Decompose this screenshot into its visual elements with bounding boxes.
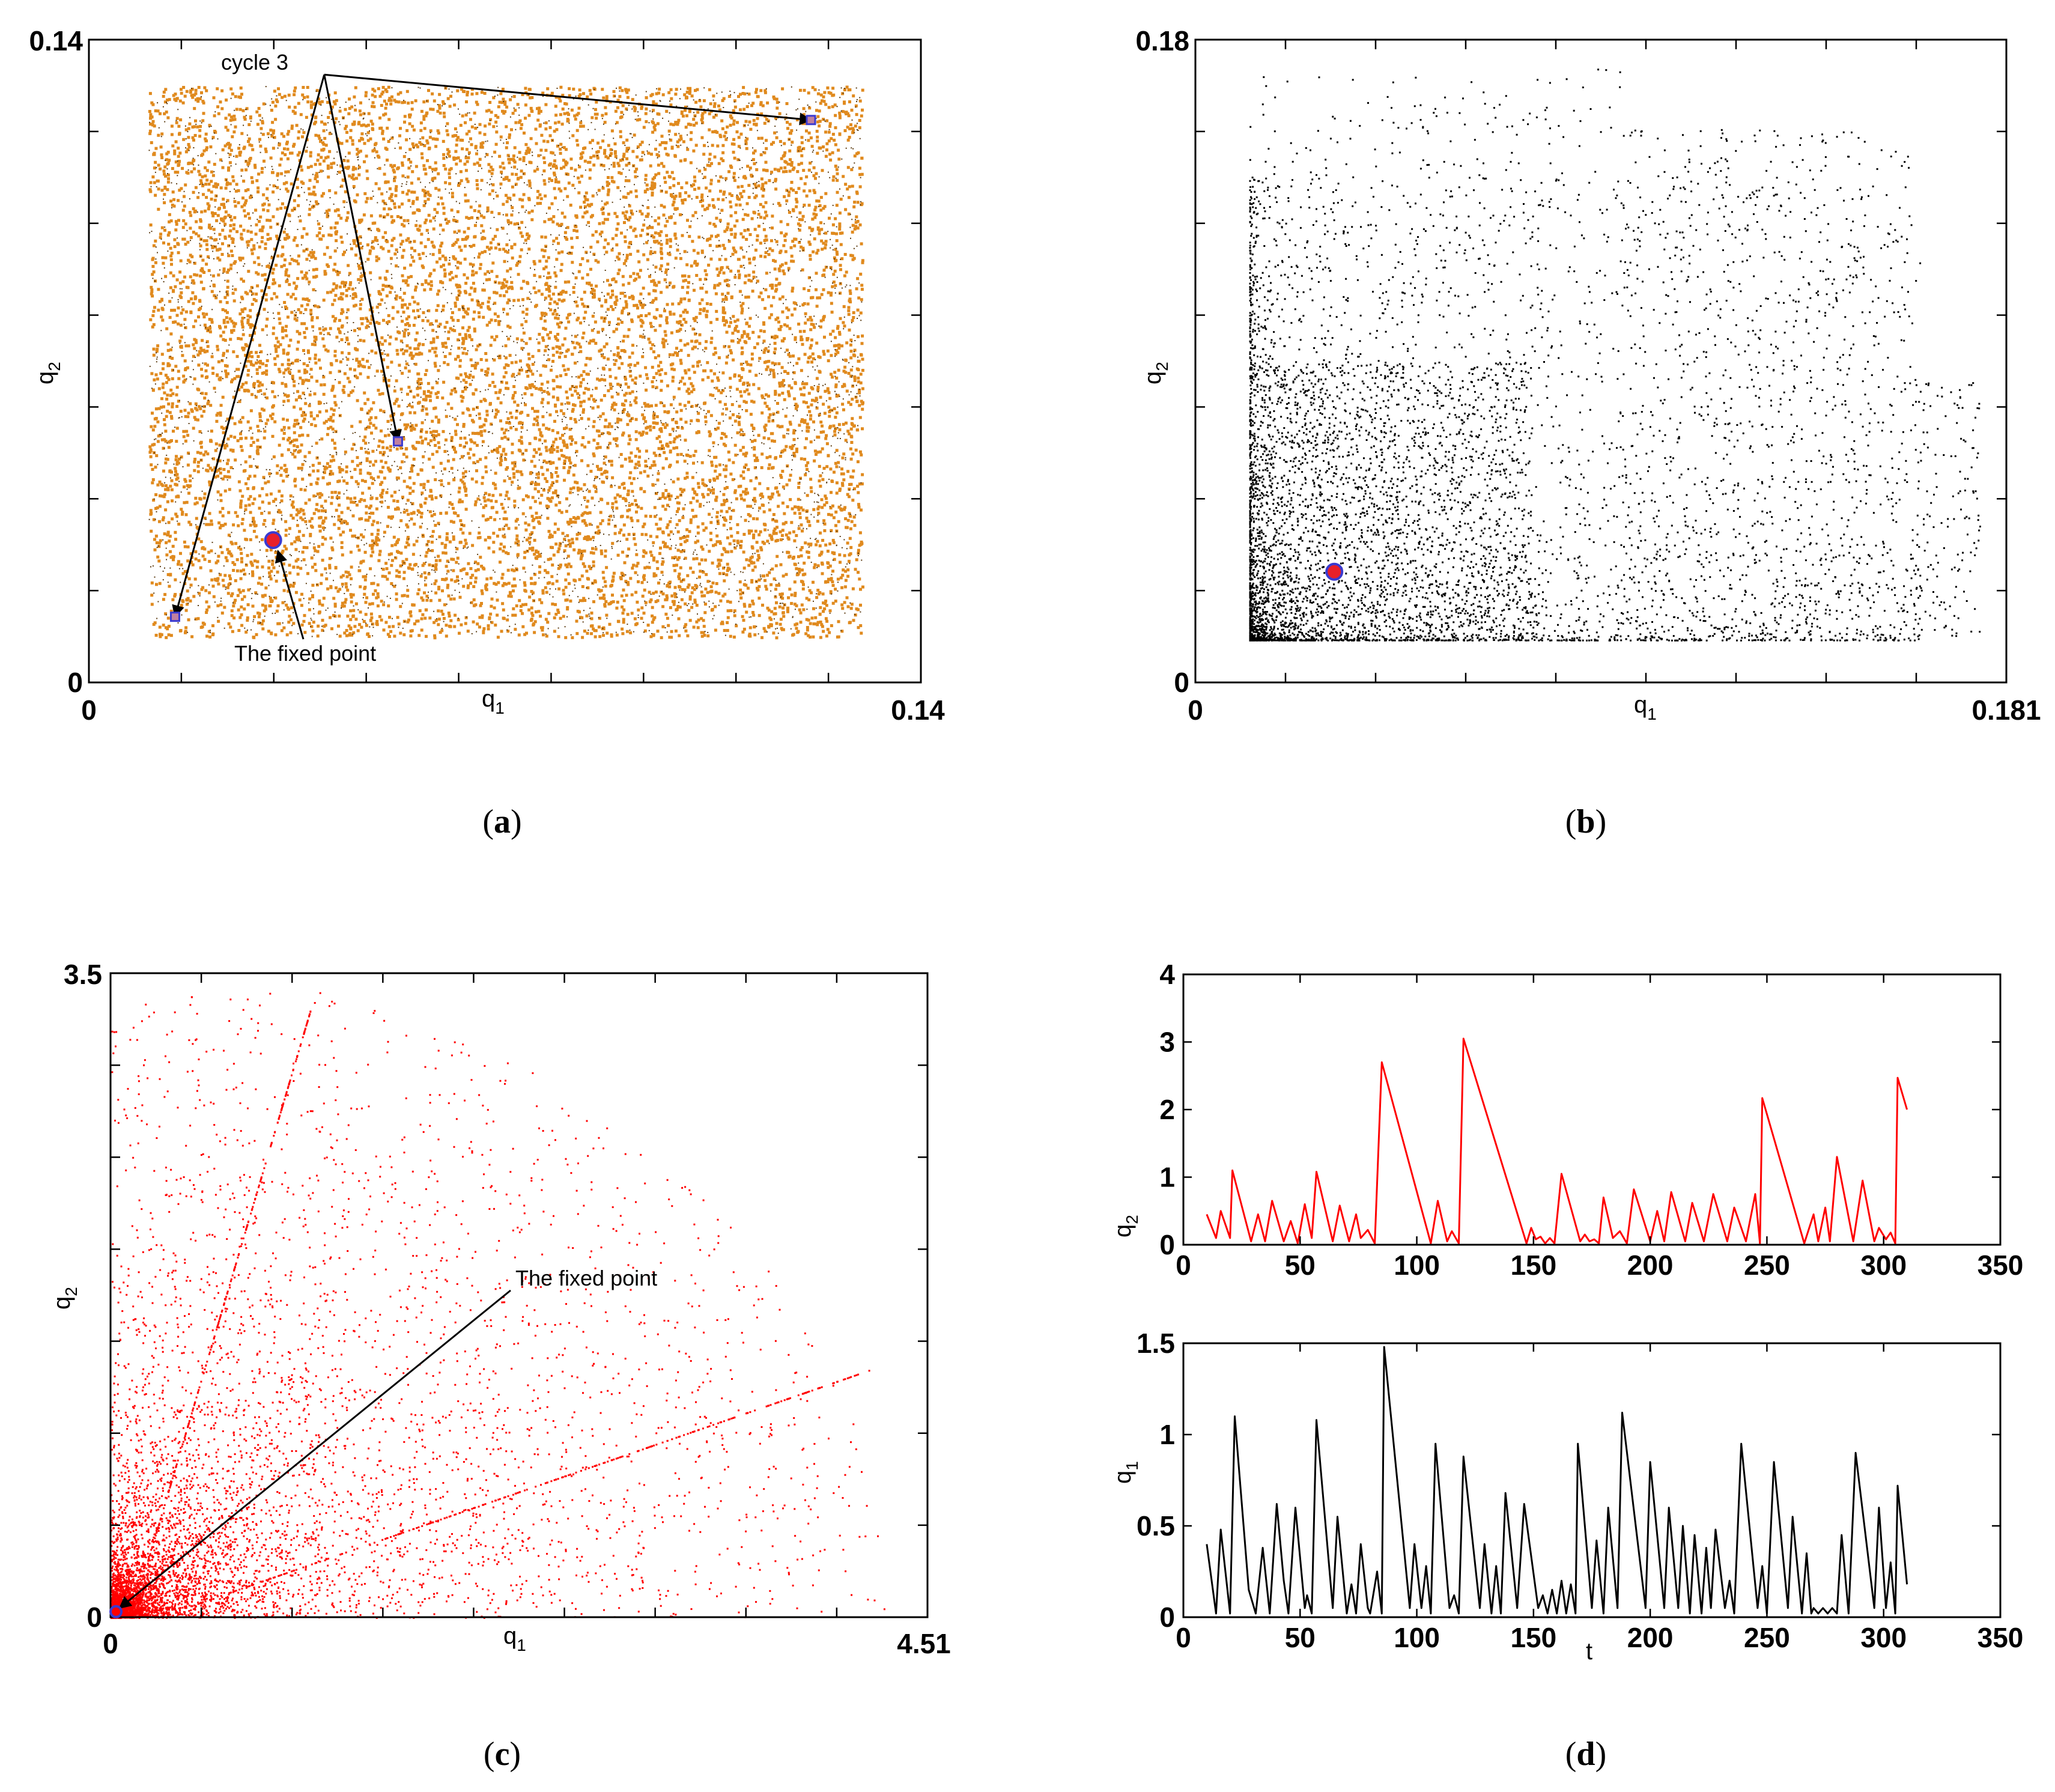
panel-c-x-min-label: 0 xyxy=(103,1628,118,1659)
d-top-series-line xyxy=(1206,1037,1908,1245)
svg-text:q2: q2 xyxy=(1140,362,1171,384)
d-top-xtick-label: 100 xyxy=(1394,1250,1440,1281)
panel-c-ylabel: q2 xyxy=(49,1287,80,1310)
panel-a-scatter-cloud xyxy=(148,85,864,640)
svg-text:q2: q2 xyxy=(49,1287,80,1310)
panel-c-annotation-fixed-point: The fixed point xyxy=(515,1266,657,1290)
d-top-frame xyxy=(1182,973,2002,1246)
d-top-xtick-label: 50 xyxy=(1285,1250,1316,1281)
panel-a-cycle3-arrow xyxy=(172,74,326,618)
panel-a-cycle3-point xyxy=(392,436,403,447)
d-bottom-ytick-label: 0 xyxy=(1159,1602,1175,1633)
panel-a-x-max-label: 0.14 xyxy=(891,694,945,726)
panel-c-x-max-label: 4.51 xyxy=(897,1628,951,1659)
d-bottom-ytick-label: 0.5 xyxy=(1137,1510,1175,1541)
panel-a-caption: (a) xyxy=(482,803,521,840)
panel-b-ticks xyxy=(1195,40,2006,682)
panel-c-frame xyxy=(109,972,929,1618)
d-bottom-xtick-label: 100 xyxy=(1394,1622,1440,1653)
panel-d: 0 50 100 150 200 250 300 350 0 1 2 3 4 0 50 100 150 200 2… xyxy=(1109,959,2023,1773)
panel-a-cycle3-point xyxy=(169,612,180,622)
panel-a-ylabel: q2 xyxy=(32,362,64,384)
panel-c-ticks xyxy=(111,973,927,1617)
panel-c-scatter-cloud xyxy=(111,992,885,1619)
panel-d-caption: (d) xyxy=(1565,1736,1606,1773)
d-top-xtick-label: 200 xyxy=(1627,1250,1674,1281)
panel-b-points xyxy=(1249,68,1981,642)
panel-d-top-ylabel: q2 xyxy=(1109,1215,1141,1238)
panel-b-y-max-label: 0.18 xyxy=(1135,25,1189,56)
d-top-xtick-label: 300 xyxy=(1860,1250,1907,1281)
panel-b-frame xyxy=(1194,38,2008,684)
panel-a-y-max-label: 0.14 xyxy=(29,25,83,56)
d-bottom-xtick-label: 250 xyxy=(1744,1622,1790,1653)
d-bottom-ytick-label: 1 xyxy=(1159,1419,1175,1450)
d-top-xtick-label: 350 xyxy=(1978,1250,2024,1281)
panel-b-caption: (b) xyxy=(1565,803,1606,840)
d-bottom-series-line xyxy=(1206,1346,1908,1615)
panel-c-caption: (c) xyxy=(484,1736,521,1773)
panel-d-bottom-ylabel: q1 xyxy=(1109,1461,1141,1484)
d-bottom-xtick-label: 150 xyxy=(1510,1622,1556,1653)
d-bottom-xtick-label: 50 xyxy=(1285,1622,1316,1653)
panel-b-scatter-cloud xyxy=(1249,68,1981,642)
panel-c-y-min-label: 0 xyxy=(87,1602,102,1633)
svg-text:q1: q1 xyxy=(1109,1461,1141,1484)
panel-b-fixed-point-marker xyxy=(1325,562,1344,581)
d-top-ytick-label: 2 xyxy=(1159,1094,1175,1125)
panel-a-cloud-points xyxy=(148,85,864,640)
panel-a-annotation-cycle3: cycle 3 xyxy=(221,50,288,74)
panel-a-y-min-label: 0 xyxy=(67,667,83,698)
panel-b-y-min-label: 0 xyxy=(1174,667,1189,698)
d-top-ytick-label: 4 xyxy=(1159,959,1175,990)
d-bottom-ytick-label: 1.5 xyxy=(1137,1328,1175,1359)
panel-c-annotations xyxy=(109,1289,511,1618)
panel-a-fixed-point-marker xyxy=(264,531,282,550)
d-top-ytick-label: 1 xyxy=(1159,1162,1175,1193)
panel-b-ylabel: q2 xyxy=(1140,362,1171,384)
d-top-xtick-label: 250 xyxy=(1744,1250,1790,1281)
d-top-xtick-label: 150 xyxy=(1510,1250,1556,1281)
panel-b-x-max-label: 0.181 xyxy=(1972,694,2041,726)
panel-c-y-max-label: 3.5 xyxy=(64,959,102,990)
panel-a-x-min-label: 0 xyxy=(81,694,97,726)
panel-a-annotation-fixed-point: The fixed point xyxy=(234,641,376,666)
d-bottom-xtick-label: 200 xyxy=(1627,1622,1674,1653)
panel-c-points xyxy=(111,992,885,1619)
svg-text:q2: q2 xyxy=(32,362,64,384)
panel-d-bottom-subplot: 0 50 100 150 200 250 300 350 0 0.5 1 1.5 xyxy=(1137,1328,2023,1653)
panel-b-x-min-label: 0 xyxy=(1188,694,1203,726)
panel-a-cycle3-arrow xyxy=(324,73,813,126)
panel-a-frame xyxy=(88,38,922,684)
d-bottom-frame xyxy=(1182,1342,2002,1618)
panel-a-xlabel: q1 xyxy=(482,685,505,717)
panel-a-cycle3-arrow xyxy=(323,74,402,443)
panel-c-xlabel: q1 xyxy=(503,1623,526,1654)
panel-c: 3.5 0 0 4.51 q1 q2 The fixed point (c) xyxy=(49,959,951,1773)
panel-a-cycle3-point xyxy=(806,115,816,126)
d-bottom-xtick-label: 0 xyxy=(1176,1622,1191,1653)
svg-text:q2: q2 xyxy=(1109,1215,1141,1238)
panel-a-ticks xyxy=(89,40,921,682)
d-bottom-xtick-label: 300 xyxy=(1860,1622,1907,1653)
d-top-xtick-label: 0 xyxy=(1176,1250,1191,1281)
d-top-ytick-label: 0 xyxy=(1159,1229,1175,1260)
panel-a: 0.14 0 0 0.14 q1 q2 cycle 3 The fixed po… xyxy=(29,25,945,840)
panel-b-xlabel: q1 xyxy=(1634,691,1657,723)
panel-a-fixed-point-arrow xyxy=(275,550,305,640)
panel-d-xlabel: t xyxy=(1586,1638,1592,1665)
panel-c-fixed-point-marker xyxy=(109,1605,123,1618)
panel-c-fixed-point-arrow xyxy=(118,1289,511,1609)
panel-b-fixed-point xyxy=(1325,562,1344,581)
panel-d-top-subplot: 0 50 100 150 200 250 300 350 0 1 2 3 4 xyxy=(1159,959,2023,1281)
panel-b: 0.18 0 0 0.181 q1 q2 (b) xyxy=(1135,25,2041,840)
d-bottom-xtick-label: 350 xyxy=(1978,1622,2024,1653)
d-top-ytick-label: 3 xyxy=(1159,1027,1175,1058)
panel-a-annotations xyxy=(169,73,816,640)
